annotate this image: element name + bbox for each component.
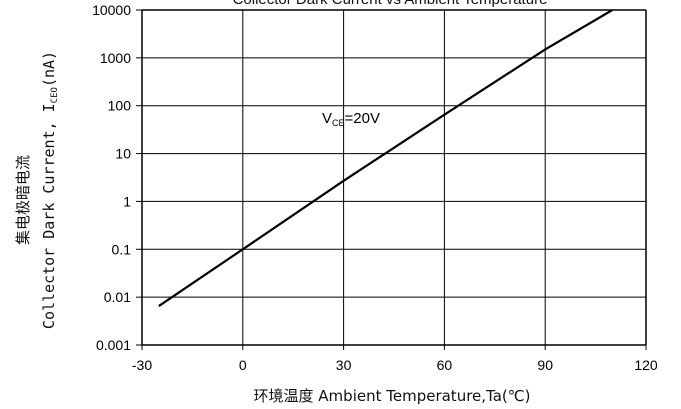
y-axis-label-en: Collector Dark Current, ICEO(nA) <box>40 51 60 329</box>
y-tick-label: 10000 <box>92 2 131 18</box>
grid <box>136 9 647 350</box>
y-tick-label: 10 <box>115 146 131 162</box>
x-axis-label: 环境温度 Ambient Temperature,Ta(℃) <box>254 387 531 405</box>
x-tick-label: 30 <box>336 357 352 373</box>
y-tick-labels: 0.001 0.01 0.1 1 10 100 1000 10000 <box>92 2 131 353</box>
annotation-vce: VCE=20V <box>322 110 380 128</box>
y-tick-label: 0.1 <box>112 241 132 257</box>
x-tick-label: 120 <box>634 357 658 373</box>
x-tick-label: 0 <box>239 357 247 373</box>
x-tick-label: 60 <box>437 357 453 373</box>
x-tick-labels: -30 0 30 60 90 120 <box>132 357 658 373</box>
y-axis-label-cn: 集电极暗电流 <box>14 155 32 245</box>
x-tick-label: 90 <box>537 357 553 373</box>
y-tick-label: 0.01 <box>104 289 131 305</box>
x-tick-label: -30 <box>132 357 152 373</box>
chart-title: Collector Dark Current vs Ambient Temper… <box>233 0 548 8</box>
y-tick-label: 1 <box>123 193 131 209</box>
y-tick-label: 0.001 <box>96 337 131 353</box>
y-tick-label: 100 <box>108 98 132 114</box>
y-axis-label-en-group: Collector Dark Current, ICEO(nA) <box>40 51 60 329</box>
y-tick-label: 1000 <box>100 50 131 66</box>
series-group <box>158 9 613 308</box>
series-line <box>158 9 613 308</box>
y-axis-label-cn-group: 集电极暗电流 <box>14 155 32 245</box>
